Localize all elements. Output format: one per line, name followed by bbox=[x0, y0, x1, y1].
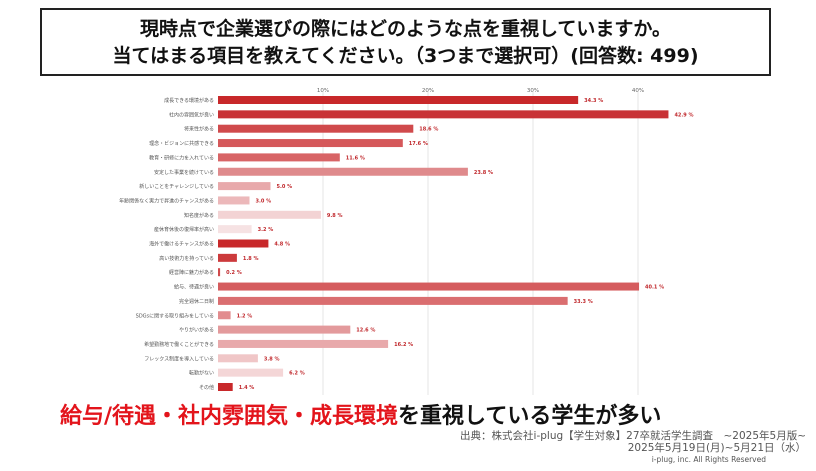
bar bbox=[218, 354, 258, 363]
data-label: 12.6 % bbox=[356, 328, 375, 334]
bar bbox=[218, 139, 403, 148]
bar bbox=[218, 196, 250, 205]
bar bbox=[218, 182, 271, 191]
category-label: 成長できる環境がある bbox=[164, 97, 214, 104]
data-label: 9.8 % bbox=[327, 213, 343, 219]
x-tick-label: 20% bbox=[422, 88, 434, 94]
question-title-box: 現時点で企業選びの際にはどのような点を重視していますか。 当てはまる項目を教えて… bbox=[40, 8, 771, 76]
question-line-1: 現時点で企業選びの際にはどのような点を重視していますか。 bbox=[139, 18, 672, 40]
data-label: 42.9 % bbox=[674, 112, 693, 118]
bar bbox=[218, 225, 252, 234]
x-tick-label: 40% bbox=[632, 88, 644, 94]
bar bbox=[218, 153, 340, 162]
data-label: 17.6 % bbox=[409, 141, 428, 147]
data-label: 5.0 % bbox=[277, 184, 293, 190]
category-label: 産休育休後の復帰率が高い bbox=[154, 226, 214, 233]
category-label: フレックス制度を導入している bbox=[144, 355, 214, 362]
bar bbox=[218, 339, 389, 348]
bar bbox=[218, 282, 640, 291]
category-label: 経営陣に魅力がある bbox=[169, 269, 214, 276]
bar bbox=[218, 268, 221, 277]
category-label: 社内の雰囲気が良い bbox=[169, 111, 214, 118]
data-label: 33.3 % bbox=[574, 299, 593, 305]
source-line-2: 2025年5月19日(月)~5月21日（水） bbox=[627, 442, 806, 454]
category-label: 転勤がない bbox=[189, 370, 214, 377]
category-label: 年齢関係なく実力で昇進のチャンスがある bbox=[119, 197, 214, 204]
headline: 給与/待遇・社内雰囲気・成長環境を重視している学生が多い bbox=[60, 398, 661, 430]
bar bbox=[218, 325, 351, 334]
bar-chart: 10% 20% 30% 40% 成長できる環境がある 34.3 % 社内の雰囲気が良い 42.… bbox=[119, 88, 694, 395]
data-label: 3.2 % bbox=[258, 227, 274, 233]
data-label: 4.8 % bbox=[274, 242, 290, 248]
bar bbox=[218, 239, 269, 248]
bar bbox=[218, 167, 468, 176]
data-label: 11.6 % bbox=[346, 155, 365, 161]
data-label: 1.4 % bbox=[239, 385, 255, 391]
headline-highlight: 給与/待遇・社内雰囲気・成長環境 bbox=[60, 404, 399, 429]
bar bbox=[218, 253, 237, 262]
data-label: 18.6 % bbox=[419, 127, 438, 133]
bar bbox=[218, 368, 284, 377]
data-label: 1.2 % bbox=[237, 313, 253, 319]
data-label: 1.8 % bbox=[243, 256, 259, 262]
x-tick-label: 30% bbox=[527, 88, 539, 94]
headline-rest: を重視している学生が多い bbox=[398, 404, 662, 429]
copyright: i-plug, inc. All Rights Reserved bbox=[651, 455, 766, 464]
data-label: 23.8 % bbox=[474, 170, 493, 176]
category-label: 海外で働けるチャンスがある bbox=[149, 241, 214, 248]
category-label: 将来性がある bbox=[184, 126, 214, 133]
category-label: やりがいがある bbox=[179, 327, 214, 334]
data-label: 40.1 % bbox=[645, 285, 664, 291]
category-label: 完全週休二日制 bbox=[179, 298, 214, 305]
bar bbox=[218, 96, 579, 104]
data-label: 16.2 % bbox=[394, 342, 413, 348]
source-line-1: 出典：株式会社i-plug【学生対象】27卒就活学生調査 ~2025年5月版~ bbox=[460, 430, 806, 442]
bar bbox=[218, 383, 233, 391]
bar bbox=[218, 110, 669, 119]
bar bbox=[218, 296, 568, 305]
category-label: 安定した事業を続けている bbox=[154, 169, 214, 176]
bar bbox=[218, 124, 414, 133]
category-label: 新しいことをチャレンジしている bbox=[139, 183, 214, 190]
category-label: 知名度がある bbox=[184, 212, 214, 219]
data-label: 3.0 % bbox=[256, 198, 272, 204]
category-label: その他 bbox=[199, 384, 214, 391]
data-label: 34.3 % bbox=[584, 98, 603, 104]
category-label: SDGsに関する取り組みをしている bbox=[136, 312, 214, 319]
category-label: 理念・ビジョンに共感できる bbox=[149, 140, 214, 147]
data-label: 6.2 % bbox=[289, 371, 305, 377]
question-line-2: 当てはまる項目を教えてください。（3つまで選択可）(回答数: 499) bbox=[112, 45, 699, 67]
category-label: 高い技術力を持っている bbox=[159, 255, 214, 262]
source-note: 出典：株式会社i-plug【学生対象】27卒就活学生調査 ~2025年5月版~ … bbox=[460, 430, 806, 466]
category-label: 教育・研修に力を入れている bbox=[149, 154, 214, 161]
data-label: 3.8 % bbox=[264, 356, 280, 362]
category-label: 希望勤務地で働くことができる bbox=[144, 341, 214, 348]
data-label: 0.2 % bbox=[226, 270, 242, 276]
bar bbox=[218, 311, 231, 320]
x-tick-label: 10% bbox=[317, 88, 329, 94]
category-label: 給与、待遇が良い bbox=[174, 284, 214, 291]
bar bbox=[218, 210, 321, 219]
